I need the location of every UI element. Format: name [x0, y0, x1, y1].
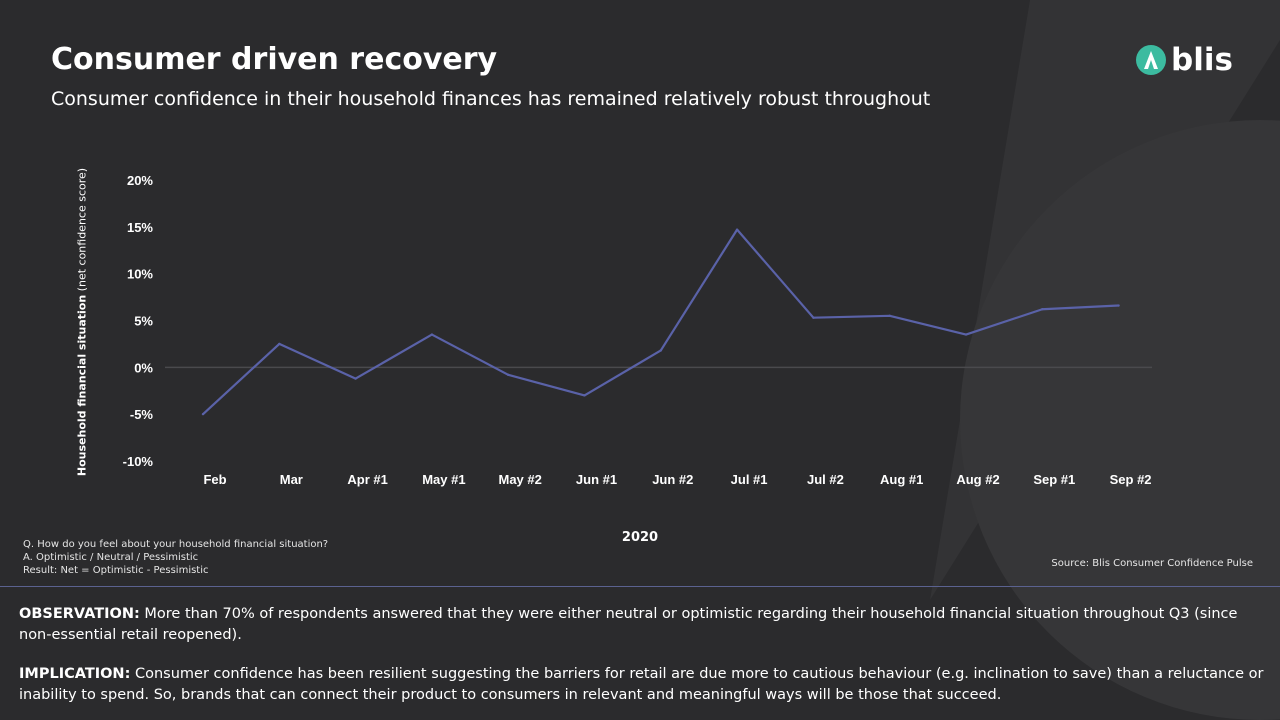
x-tick-labels: Feb Mar Apr #1 May #1 May #2 Jun #1 Jun #2 Jul …	[203, 472, 1151, 487]
question-text: Q. How do you feel about your household …	[23, 539, 329, 550]
result-text: Result: Net = Optimistic - Pessimistic	[23, 565, 209, 576]
implication-label: IMPLICATION:	[19, 666, 131, 682]
y-tick-label: -10%	[123, 454, 154, 469]
blis-logo: blis	[1135, 42, 1235, 78]
data-point	[507, 373, 510, 377]
x-tick-label: Sep #1	[1033, 472, 1075, 487]
implication-text: Consumer confidence has been resilient s…	[19, 666, 1264, 703]
x-tick-label: Aug #1	[880, 472, 923, 487]
observation-paragraph: OBSERVATION: More than 70% of respondent…	[19, 604, 1264, 646]
x-tick-label: May #2	[499, 472, 542, 487]
x-axis-title: 2020	[621, 530, 659, 545]
divider	[0, 586, 1280, 587]
data-point	[354, 377, 357, 380]
y-tick-label: 0%	[134, 360, 153, 375]
y-tick-label: 15%	[127, 220, 153, 235]
y-tick-label: 20%	[127, 173, 153, 188]
y-tick-label: 10%	[127, 267, 153, 282]
page-subtitle: Consumer confidence in their household f…	[51, 88, 931, 110]
x-tick-label: Feb	[203, 472, 226, 487]
data-point	[1041, 308, 1044, 311]
series-line	[202, 228, 1119, 415]
data-point	[278, 342, 281, 346]
data-point	[583, 394, 586, 397]
x-tick-label: Jun #2	[652, 472, 693, 487]
source-note: Source: Blis Consumer Confidence Pulse	[1051, 558, 1253, 569]
x-tick-label: May #1	[422, 472, 465, 487]
y-tick-labels: 20% 15% 10% 5% 0% -5% -10%	[123, 173, 154, 469]
answer-text: A. Optimistic / Neutral / Pessimistic	[23, 552, 199, 563]
observation-label: OBSERVATION:	[19, 606, 140, 622]
x-tick-label: Jun #1	[576, 472, 617, 487]
data-point	[888, 314, 891, 318]
data-point	[964, 333, 968, 336]
y-tick-label: -5%	[130, 407, 154, 422]
data-point	[735, 228, 739, 231]
x-tick-label: Sep #2	[1110, 472, 1152, 487]
data-point	[812, 316, 815, 319]
x-tick-label: Aug #2	[956, 472, 999, 487]
x-tick-label: Jul #2	[807, 472, 844, 487]
implication-paragraph: IMPLICATION: Consumer confidence has bee…	[19, 664, 1264, 706]
page-title: Consumer driven recovery	[51, 42, 498, 77]
line-chart: 20% 15% 10% 5% 0% -5% -10% Feb Mar Apr #1 May #1 M…	[123, 173, 1152, 487]
data-point	[201, 412, 205, 416]
x-tick-label: Apr #1	[347, 472, 387, 487]
blis-logo-icon	[1136, 45, 1166, 75]
x-tick-label: Mar	[280, 472, 303, 487]
x-tick-label: Jul #1	[731, 472, 768, 487]
question-note: Q. How do you feel about your household …	[23, 538, 328, 577]
data-points	[201, 228, 1120, 416]
data-point	[659, 349, 662, 352]
observation-text: More than 70% of respondents answered th…	[19, 606, 1238, 643]
y-tick-label: 5%	[134, 314, 153, 329]
data-point	[1117, 304, 1120, 307]
blis-logo-text: blis	[1171, 41, 1233, 78]
data-point	[430, 333, 434, 336]
